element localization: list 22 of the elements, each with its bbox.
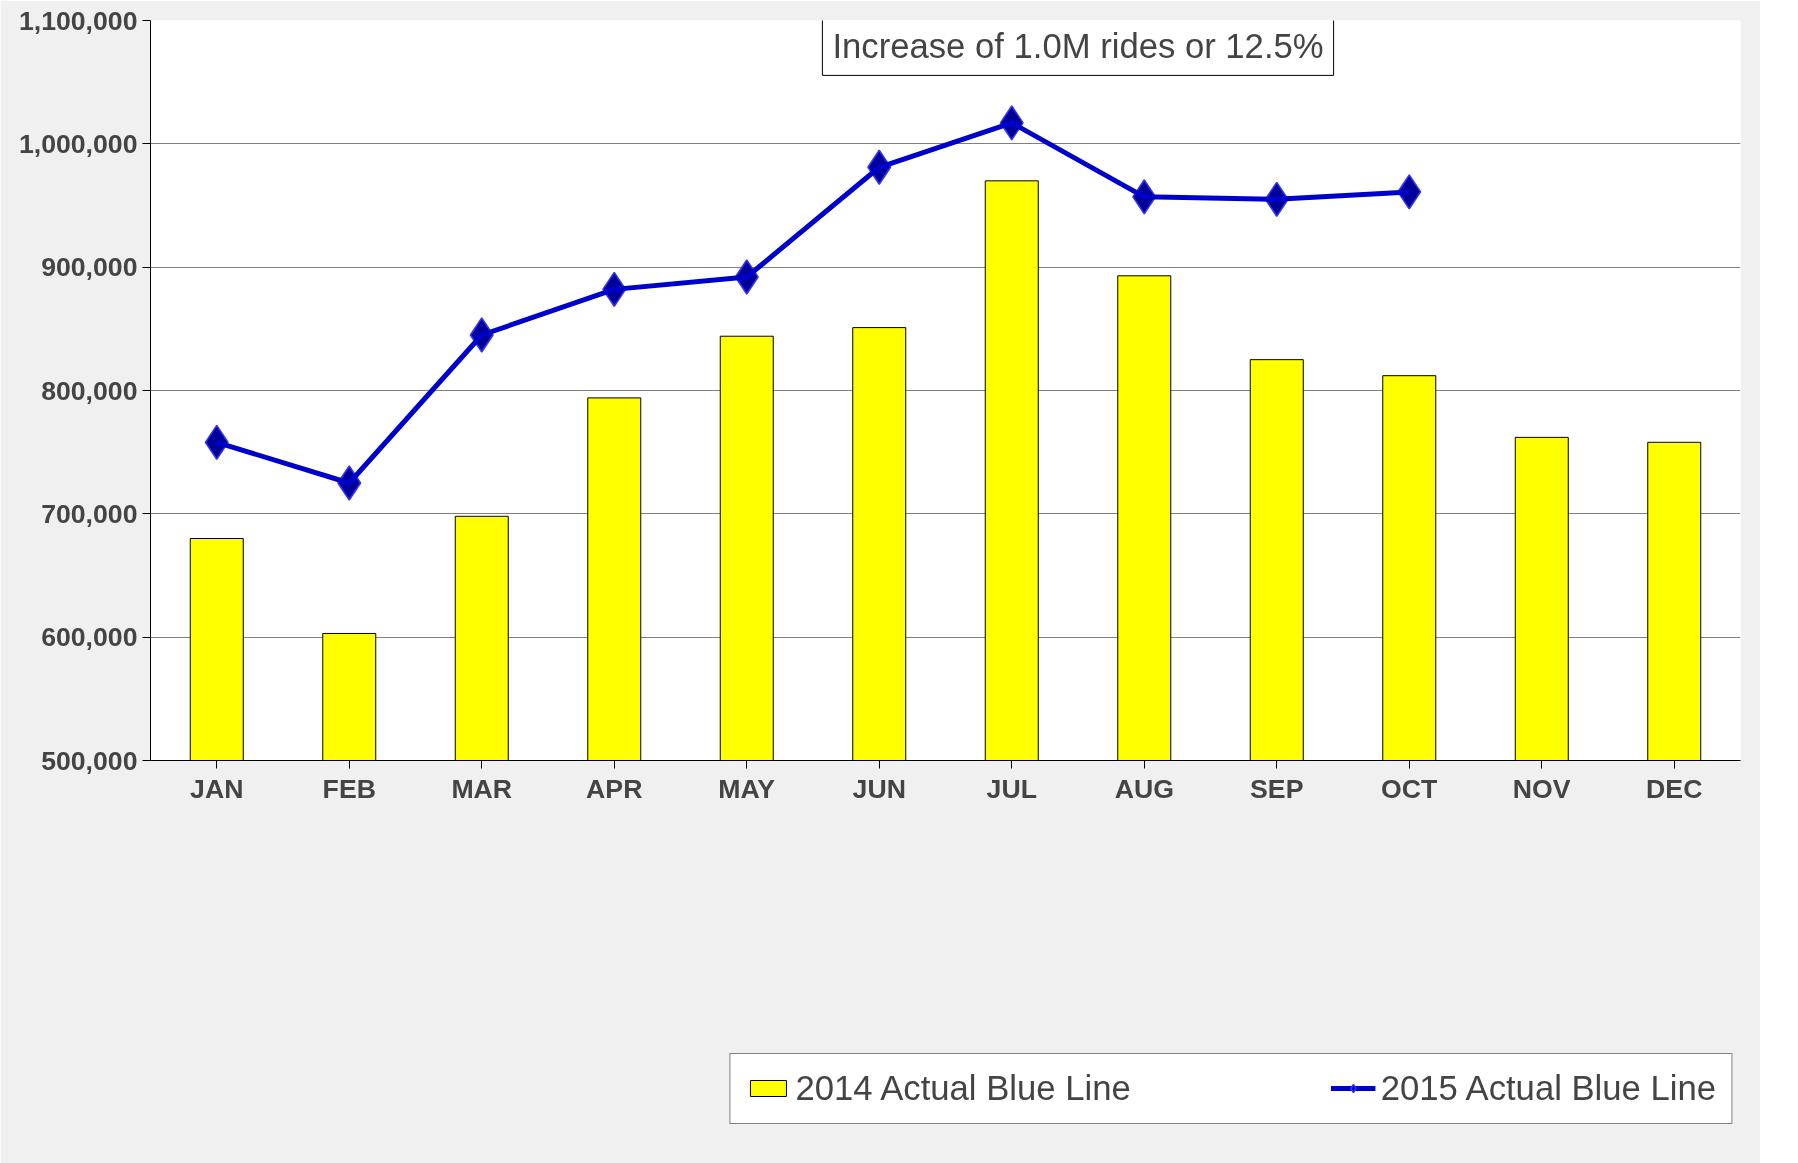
- y-tick-label: 700,000: [41, 498, 138, 529]
- annotation: Increase of 1.0M rides or 12.5%: [832, 27, 1324, 66]
- x-tick-label: APR: [586, 773, 643, 804]
- x-tick-label: FEB: [322, 773, 376, 804]
- x-tick-label: SEP: [1250, 773, 1304, 804]
- x-tick-label: DEC: [1646, 773, 1703, 804]
- x-tick-label: NOV: [1512, 773, 1571, 804]
- x-tick-label: JAN: [190, 773, 244, 804]
- x-tick-label: MAR: [451, 773, 513, 804]
- legend-label: 2015 Actual Blue Line: [1380, 1068, 1716, 1108]
- y-tick-label: 900,000: [41, 252, 138, 283]
- legend-label: 2014 Actual Blue Line: [795, 1068, 1131, 1108]
- y-tick-label: 1,000,000: [18, 128, 138, 159]
- y-tick-label: 600,000: [41, 622, 138, 653]
- x-tick-label: AUG: [1114, 773, 1174, 804]
- y-tick-label: 800,000: [41, 375, 138, 406]
- x-tick-label: JUN: [852, 773, 906, 804]
- x-tick-label: MAY: [718, 773, 776, 804]
- x-tick-label: OCT: [1381, 773, 1438, 804]
- y-tick-label: 500,000: [41, 745, 138, 776]
- y-tick-label: 1,100,000: [18, 5, 138, 36]
- x-tick-label: JUL: [986, 773, 1037, 804]
